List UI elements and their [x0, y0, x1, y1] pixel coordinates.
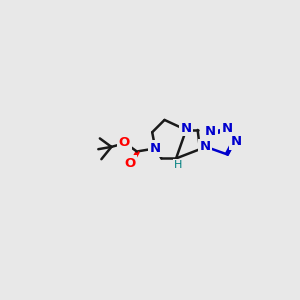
Polygon shape: [200, 145, 206, 149]
Text: H: H: [174, 160, 183, 170]
Text: N: N: [205, 125, 216, 138]
Text: N: N: [181, 122, 192, 135]
Text: O: O: [119, 136, 130, 149]
Text: N: N: [200, 140, 211, 153]
Text: N: N: [221, 122, 233, 135]
Text: N: N: [150, 142, 161, 155]
Text: O: O: [124, 157, 136, 169]
Text: N: N: [231, 135, 242, 148]
